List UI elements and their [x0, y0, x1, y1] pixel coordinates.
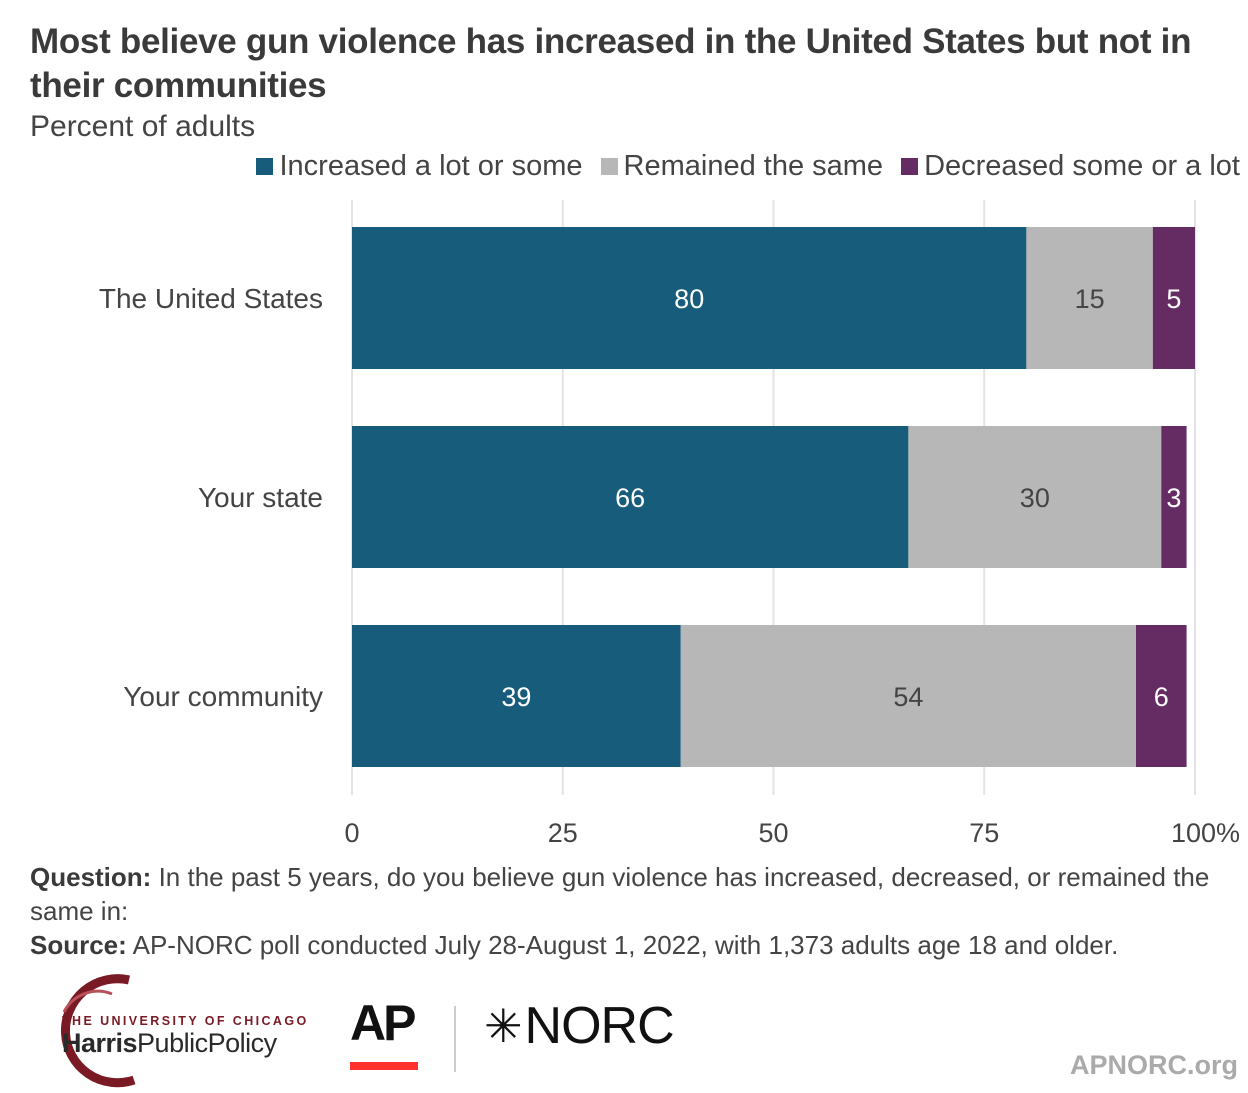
source-note: Source: AP-NORC poll conducted July 28-A… — [30, 928, 1230, 962]
bar-segment — [1161, 426, 1187, 568]
bar-value-label: 3 — [1166, 483, 1181, 513]
category-label: Your state — [198, 482, 323, 513]
harris-rest-text: PublicPolicy — [137, 1028, 277, 1058]
bar-value-label: 54 — [893, 682, 923, 712]
source-text: AP-NORC poll conducted July 28-August 1,… — [126, 930, 1119, 960]
x-tick-label: 75 — [969, 818, 999, 848]
chart-legend: Increased a lot or some Remained the sam… — [238, 150, 1240, 183]
legend-swatch-increased — [256, 158, 274, 175]
stacked-bar-chart: 80 15 5 The United States 66 30 3 Your state 39 5… — [99, 200, 1240, 848]
bar-segment — [1152, 227, 1195, 369]
legend-label-increased: Increased a lot or some — [279, 150, 583, 182]
bar-value-label: 39 — [501, 682, 531, 712]
harris-arc-icon — [61, 974, 136, 1088]
harris-public-policy-logo: THE UNIVERSITY OF CHICAGO HarrisPublicPo… — [34, 972, 306, 1090]
bar-value-label: 6 — [1154, 682, 1169, 712]
bar-value-label: 15 — [1075, 284, 1105, 314]
question-note: Question: In the past 5 years, do you be… — [30, 860, 1230, 928]
chart-subtitle: Percent of adults — [30, 110, 256, 143]
x-tick-label: 50 — [758, 818, 788, 848]
chart-title: Most believe gun violence has increased … — [30, 22, 1192, 105]
bar-value-label: 80 — [674, 284, 704, 314]
bar-segment — [1135, 625, 1187, 767]
category-label: The United States — [99, 283, 323, 314]
legend-label-same: Remained the same — [623, 150, 884, 182]
bar-value-label: 30 — [1020, 483, 1050, 513]
bar-segment — [352, 426, 909, 568]
norc-logo-text: NORC — [524, 997, 675, 1055]
bar-segment — [680, 625, 1136, 767]
harris-name-text: HarrisPublicPolicy — [62, 1028, 277, 1059]
bar-segment — [908, 426, 1162, 568]
norc-star-icon: ✳ — [484, 1000, 523, 1052]
bar-segment — [1026, 227, 1153, 369]
legend-swatch-same — [600, 158, 618, 175]
x-tick-label: 0 — [344, 818, 359, 848]
legend-item-decreased: Decreased some or a lot — [901, 150, 1240, 183]
question-label: Question: — [30, 862, 152, 892]
ap-logo-bar — [350, 1062, 418, 1070]
apnorc-site-link[interactable]: APNORC.org — [1070, 1050, 1238, 1080]
bar-value-label: 5 — [1166, 284, 1181, 314]
question-text: In the past 5 years, do you believe gun … — [30, 862, 1210, 926]
legend-label-decreased: Decreased some or a lot — [924, 150, 1240, 182]
category-label: Your community — [123, 681, 323, 712]
x-tick-label: 25 — [548, 818, 578, 848]
bar-segment — [352, 227, 1027, 369]
harris-university-text: THE UNIVERSITY OF CHICAGO — [62, 1014, 309, 1028]
legend-item-same: Remained the same — [600, 150, 884, 183]
x-tick-label: 100% — [1171, 818, 1240, 848]
harris-bold-text: Harris — [62, 1028, 138, 1058]
bar-segment — [352, 625, 681, 767]
norc-logo: ✳ NORC — [484, 996, 675, 1056]
legend-swatch-decreased — [901, 158, 919, 175]
legend-item-increased: Increased a lot or some — [256, 150, 583, 183]
bar-value-label: 66 — [615, 483, 645, 513]
ap-logo-text: AP — [350, 995, 416, 1051]
source-label: Source: — [30, 930, 127, 960]
logo-divider — [454, 1006, 456, 1072]
ap-logo: AP — [350, 998, 420, 1074]
